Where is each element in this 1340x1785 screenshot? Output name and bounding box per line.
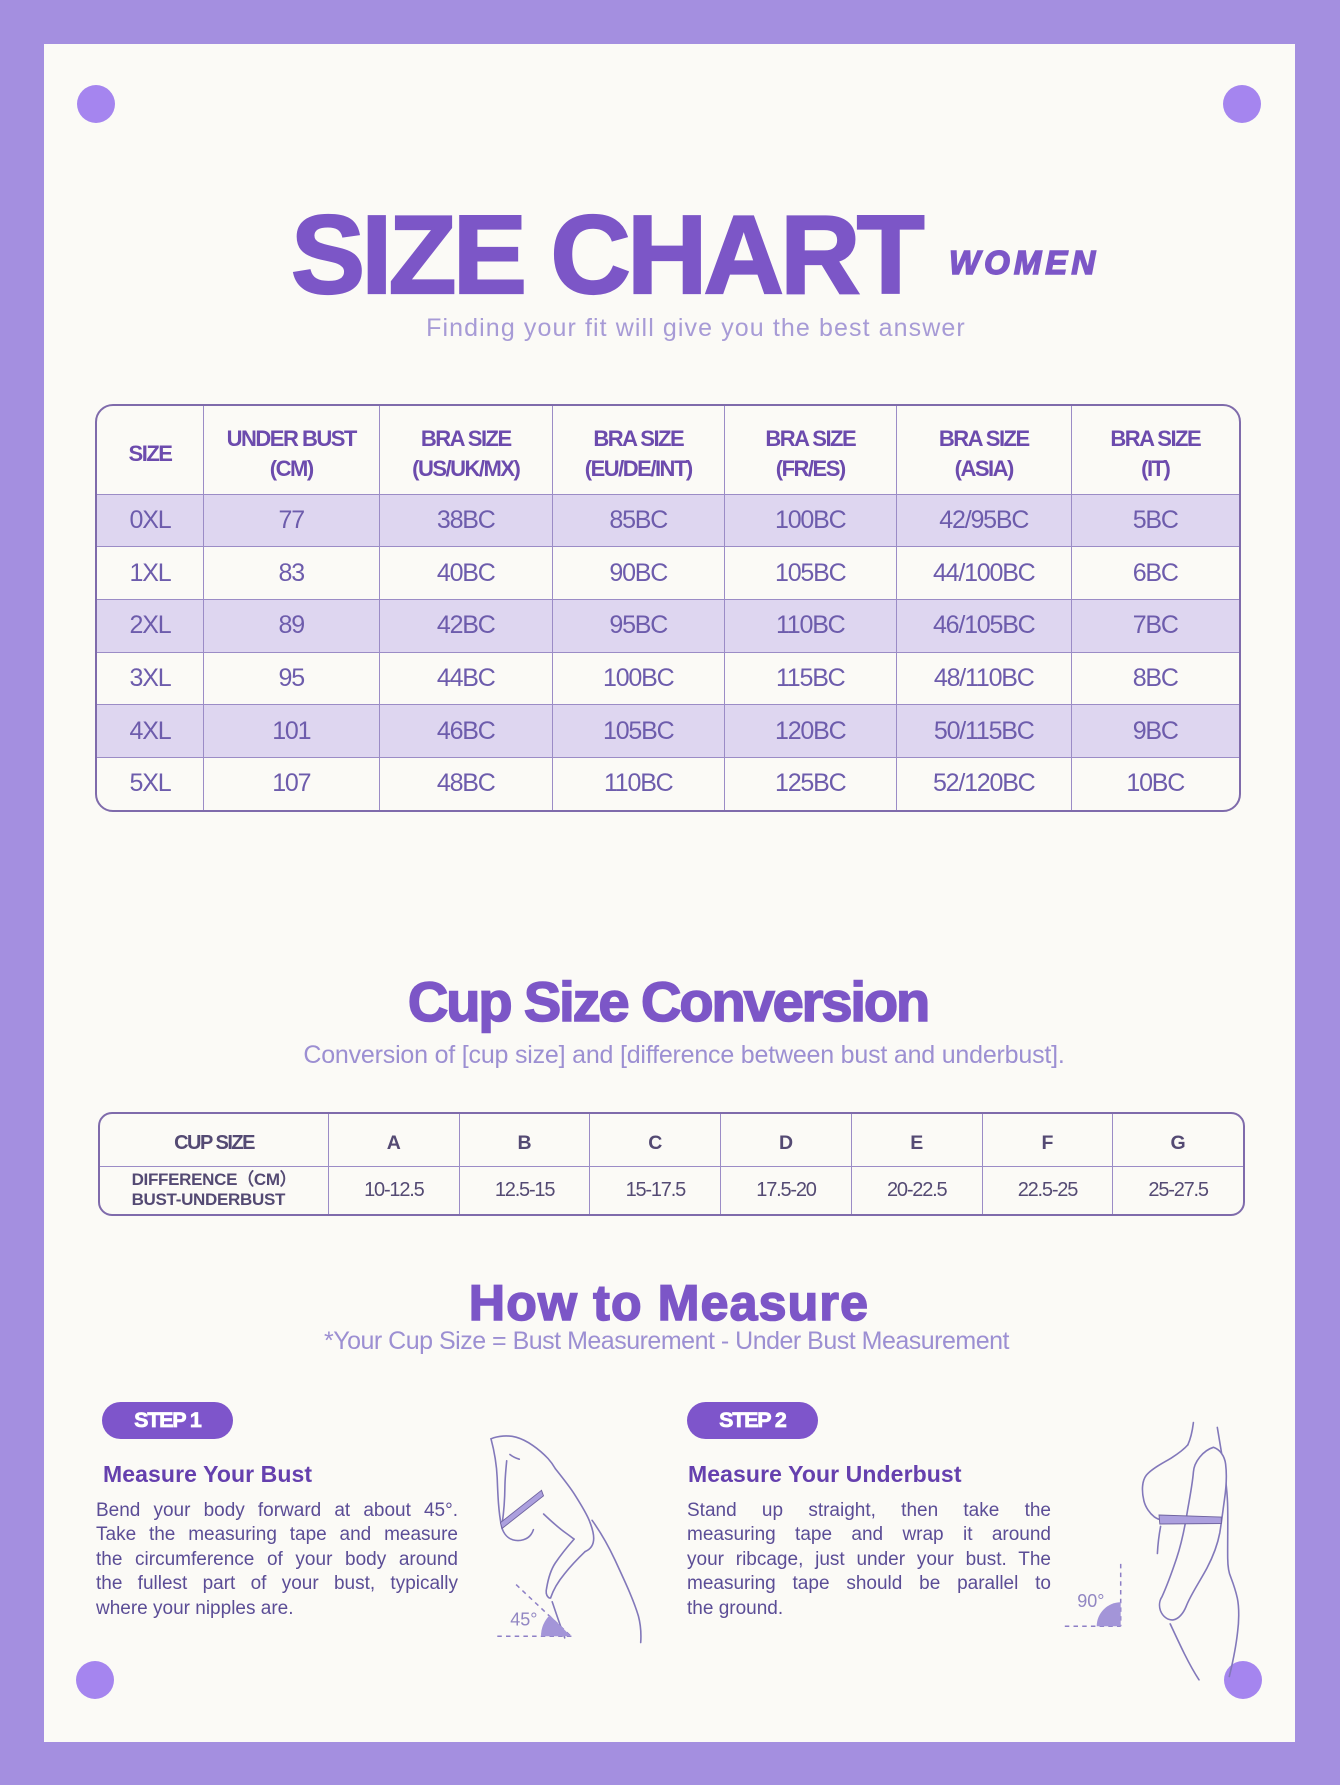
svg-text:45°: 45°: [510, 1610, 537, 1630]
svg-text:90°: 90°: [1077, 1591, 1104, 1611]
